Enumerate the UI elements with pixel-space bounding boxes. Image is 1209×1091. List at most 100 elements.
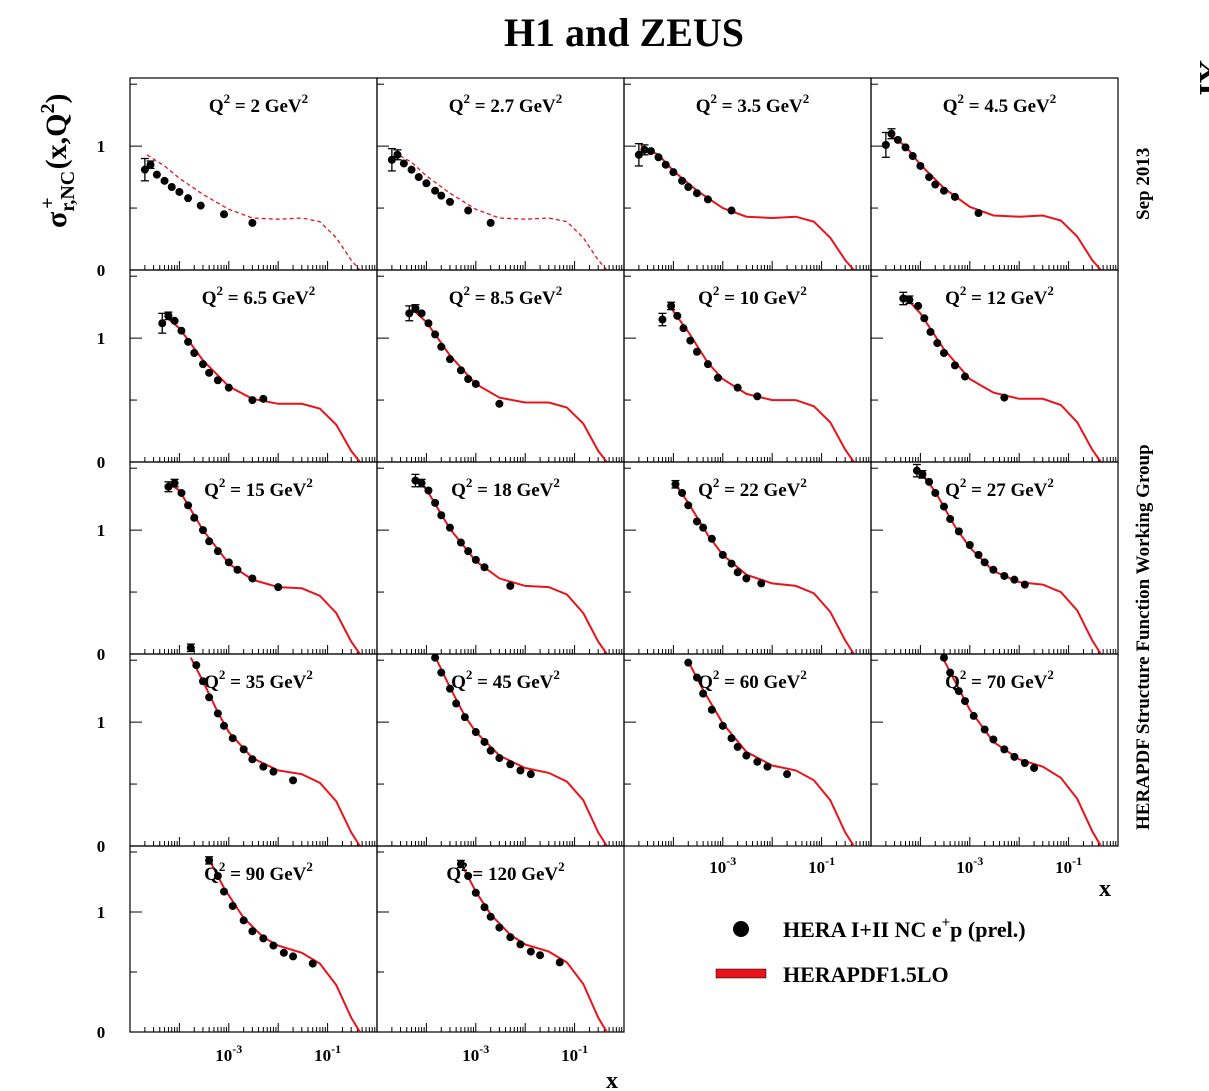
data-point	[914, 301, 923, 310]
panel-x-ticks	[129, 467, 378, 655]
panel-label-prefix: Q	[446, 864, 461, 885]
data-point	[763, 762, 772, 771]
panel-label-unit: GeV	[521, 864, 558, 885]
panel-label: Q2 = 2.7 GeV2	[449, 91, 563, 117]
data-point	[445, 684, 454, 693]
data-point	[1010, 752, 1019, 761]
data-point	[431, 653, 440, 662]
data-point	[464, 375, 473, 384]
panel-x-ticks	[623, 83, 872, 271]
data-point	[308, 959, 317, 968]
data-point	[445, 523, 454, 532]
panel-label-sup: 2	[464, 91, 471, 106]
herapdf-curve	[640, 145, 855, 271]
panel-label-unit: GeV	[519, 96, 556, 117]
data-point	[471, 379, 480, 388]
panel-label-sup: 2	[960, 283, 967, 298]
data-point	[407, 165, 416, 174]
y-tick-label: 1	[97, 713, 106, 732]
panel-q2-15: Q2 = 15 GeV2	[129, 461, 378, 655]
panel-q2-60: Q2 = 60 GeV2	[623, 653, 872, 847]
x-tick-exp: -1	[825, 854, 835, 868]
data-point	[916, 161, 925, 170]
panel-label-unit-sup: 2	[800, 475, 807, 490]
panel-label-sup: 2	[219, 475, 226, 490]
data-point	[707, 534, 716, 543]
panel-label-unit: GeV	[516, 672, 553, 693]
panel-label-unit-sup: 2	[306, 475, 313, 490]
data-point	[1010, 575, 1019, 584]
data-point	[733, 742, 742, 751]
panel-label-sup: 2	[466, 667, 473, 682]
y-axis-label-args: (x,Q	[40, 114, 73, 170]
data-point	[456, 860, 465, 868]
data-point	[224, 383, 233, 392]
data-point	[471, 728, 480, 737]
data-point	[536, 951, 545, 960]
data-point	[714, 373, 723, 382]
data-point	[646, 147, 655, 156]
panel-label-q2: = 35	[225, 672, 269, 693]
panel-label-unit-sup: 2	[803, 91, 810, 106]
panel-label-sup: 2	[958, 91, 965, 106]
y-tick-label: 1	[97, 329, 106, 348]
x-tick-base: 10	[462, 1046, 479, 1065]
panel-label-unit: GeV	[1010, 480, 1047, 501]
data-point	[192, 661, 201, 670]
data-point	[939, 502, 948, 511]
data-point	[1000, 571, 1009, 580]
panel-label-unit-sup: 2	[1047, 283, 1054, 298]
data-point	[431, 330, 440, 339]
x-tick-label: 10-1	[314, 1042, 341, 1065]
data-point	[939, 348, 948, 357]
data-point	[946, 668, 955, 677]
legend-data-marker	[733, 921, 749, 937]
panel-label-unit: GeV	[763, 480, 800, 501]
panel-label-unit: GeV	[269, 480, 306, 501]
data-point	[190, 348, 199, 357]
panel-label-sup: 2	[713, 283, 720, 298]
data-point	[555, 958, 564, 967]
panel-q2-22: Q2 = 22 GeV2	[623, 461, 872, 655]
data-point	[445, 197, 454, 206]
data-point	[471, 888, 480, 897]
data-point	[486, 912, 495, 921]
y-axis-label-sub: r,NC	[57, 171, 79, 212]
y-tick-label: 1	[97, 903, 106, 922]
panel-label-sup: 2	[219, 667, 226, 682]
data-point	[742, 574, 751, 583]
x-tick-label: 10-3	[215, 1042, 242, 1065]
panel-label-prefix: Q	[943, 96, 958, 117]
x-tick-base: 10	[808, 858, 825, 877]
x-tick-exp: -1	[1072, 854, 1082, 868]
herapdf-curve	[208, 858, 361, 1033]
data-point	[480, 903, 489, 912]
data-point	[516, 766, 525, 775]
data-point	[417, 479, 426, 488]
panel-label-sup: 2	[466, 475, 473, 490]
herapdf-curve	[460, 862, 608, 1033]
panel-label-prefix: Q	[698, 288, 713, 309]
panel-label-unit-sup: 2	[306, 859, 313, 874]
data-point	[248, 574, 257, 583]
panel-label-unit-sup: 2	[1050, 91, 1057, 106]
side-label-group: HERAPDF Structure Function Working Group	[1133, 444, 1154, 830]
y-axis-label-close: )	[40, 94, 73, 104]
y-axis-label-q2sup: 2	[37, 104, 59, 114]
x-tick-exp: -3	[232, 1042, 242, 1056]
legend-curve-swatch	[715, 968, 767, 979]
data-point	[170, 316, 179, 325]
panel-q2-2: Q2 = 2 GeV2	[129, 77, 378, 271]
panel-q2-8.5: Q2 = 8.5 GeV2	[376, 269, 625, 463]
data-point	[516, 940, 525, 949]
data-point	[414, 173, 423, 182]
panel-label: Q2 = 22 GeV2	[698, 475, 807, 501]
panel-label-prefix: Q	[451, 480, 466, 501]
data-point	[679, 324, 688, 333]
panel-label-unit-sup: 2	[309, 283, 316, 298]
panel-label-q2: = 6.5	[223, 288, 272, 309]
data-point	[954, 527, 963, 536]
data-point	[445, 355, 454, 364]
herapdf-curve	[146, 154, 361, 271]
panel-label-q2: = 27	[966, 480, 1010, 501]
